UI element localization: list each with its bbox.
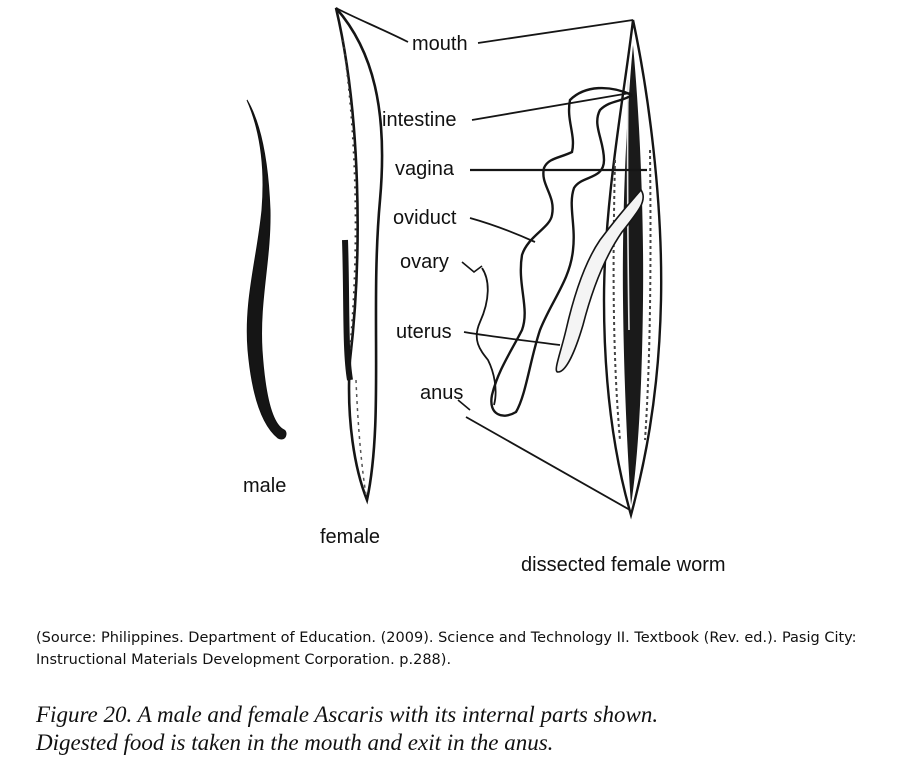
diagram-labels: male female dissected female worm mouth … [243, 33, 726, 576]
leader-lines [335, 7, 647, 511]
ovary-leader [461, 261, 483, 274]
anus-leader-2 [465, 416, 631, 511]
oviduct-leader [469, 217, 536, 243]
figure-caption: Figure 20. A male and female Ascaris wit… [36, 701, 896, 757]
source-line-2: Instructional Materials Development Corp… [36, 652, 452, 668]
male-worm [246, 99, 287, 440]
female-worm [334, 7, 384, 505]
label-vagina: vagina [395, 158, 455, 180]
label-oviduct: oviduct [393, 207, 457, 229]
label-dissected-female-worm: dissected female worm [521, 554, 726, 576]
label-intestine: intestine [382, 109, 457, 131]
uterus-leader [463, 331, 561, 346]
mouth-leader [335, 7, 409, 43]
label-ovary: ovary [400, 251, 449, 273]
mouth-leader-right [477, 19, 634, 44]
dissected-female-worm [475, 19, 663, 520]
label-female: female [320, 526, 380, 548]
ascaris-diagram: male female dissected female worm mouth … [243, 7, 726, 576]
label-male: male [243, 475, 286, 497]
caption-line-2: Digested food is taken in the mouth and … [36, 730, 554, 755]
source-citation: (Source: Philippines. Department of Educ… [36, 627, 896, 671]
anus-leader-1 [457, 399, 471, 411]
label-anus: anus [420, 382, 463, 404]
label-mouth: mouth [412, 33, 468, 55]
caption-line-1: Figure 20. A male and female Ascaris wit… [36, 702, 659, 727]
source-line-1: (Source: Philippines. Department of Educ… [36, 630, 857, 646]
intestine-leader [471, 92, 631, 121]
label-uterus: uterus [396, 321, 452, 343]
